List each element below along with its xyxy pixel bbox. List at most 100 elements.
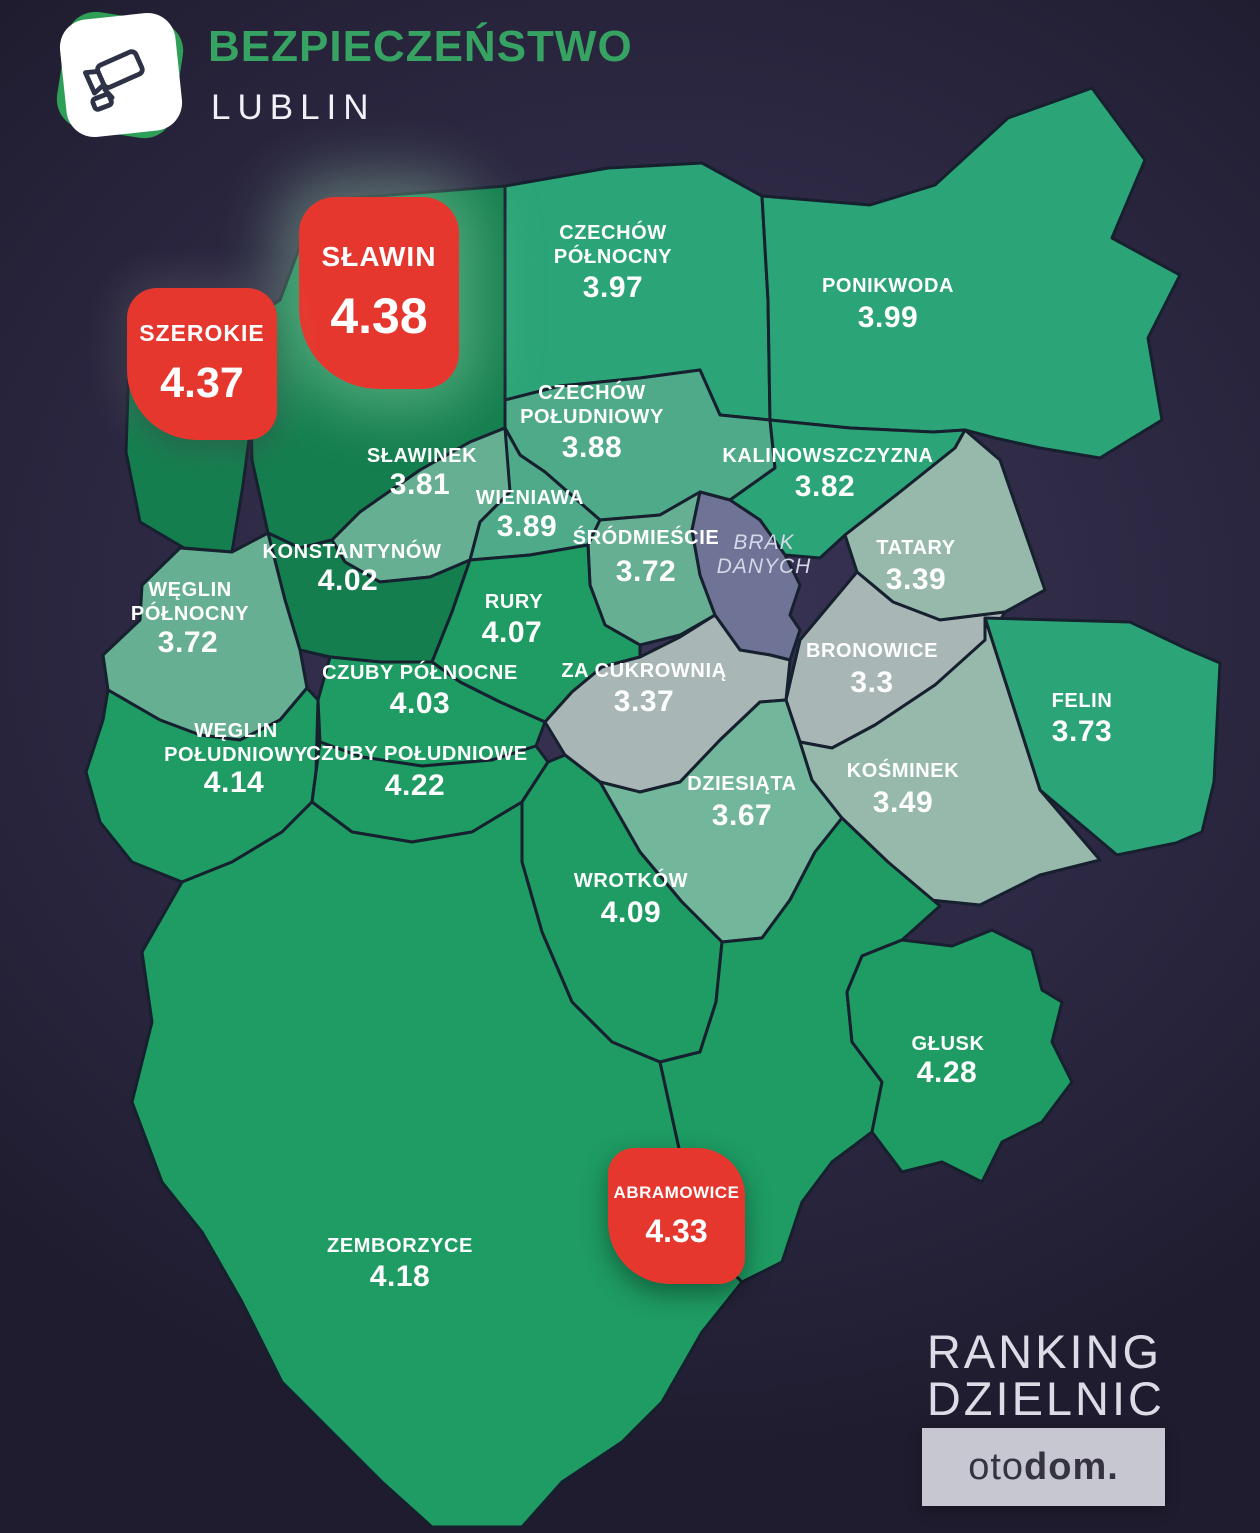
district-felin — [983, 616, 1222, 857]
svg-text:CZUBY PÓŁNOCNE: CZUBY PÓŁNOCNE — [322, 660, 518, 684]
svg-text:3.72: 3.72 — [158, 626, 218, 659]
svg-text:RURY: RURY — [485, 591, 543, 613]
label-dziesiata: DZIESIĄTA 3.67 — [687, 773, 796, 832]
label-weglin-poludniowy: WĘGLIN POŁUDNIOWY 4.14 — [164, 720, 308, 799]
district-ponikwoda — [760, 86, 1182, 460]
page-title: BEZPIECZEŃSTWO — [208, 22, 633, 71]
svg-text:3.99: 3.99 — [858, 301, 918, 334]
svg-text:3.49: 3.49 — [873, 786, 933, 819]
svg-text:4.03: 4.03 — [390, 687, 450, 720]
label-konstantynow: KONSTANTYNÓW 4.02 — [262, 539, 441, 597]
svg-text:BRAK: BRAK — [733, 531, 794, 554]
label-czuby-poludniowe: CZUBY POŁUDNIOWE 4.22 — [306, 743, 527, 802]
svg-text:4.14: 4.14 — [204, 766, 264, 799]
label-czechow-polnocny: CZECHÓW PÓŁNOCNY 3.97 — [554, 220, 672, 304]
svg-text:3.88: 3.88 — [562, 431, 622, 464]
badge-district-value: 4.37 — [160, 359, 244, 407]
svg-text:CZECHÓW: CZECHÓW — [538, 380, 646, 404]
label-wieniawa: WIENIAWA 3.89 — [476, 487, 584, 543]
badge-district-value: 4.38 — [330, 288, 428, 344]
svg-text:3.73: 3.73 — [1052, 715, 1112, 748]
svg-text:3.67: 3.67 — [712, 799, 772, 832]
svg-text:3.89: 3.89 — [497, 510, 557, 543]
svg-text:FELIN: FELIN — [1052, 690, 1113, 712]
svg-text:WROTKÓW: WROTKÓW — [574, 868, 688, 892]
cctv-camera-icon — [83, 49, 145, 112]
svg-text:POŁUDNIOWY: POŁUDNIOWY — [520, 406, 664, 428]
svg-text:4.09: 4.09 — [601, 896, 661, 929]
svg-text:DANYCH: DANYCH — [717, 555, 812, 578]
label-tatary: TATARY 3.39 — [876, 537, 956, 596]
svg-text:KOŚMINEK: KOŚMINEK — [847, 758, 960, 782]
svg-text:3.97: 3.97 — [583, 271, 643, 304]
svg-text:PÓŁNOCNY: PÓŁNOCNY — [554, 244, 672, 268]
ranking-line2: DZIELNIC — [926, 1372, 1165, 1425]
label-kalinowszczyzna: KALINOWSZCZYZNA 3.82 — [722, 445, 933, 503]
svg-text:WĘGLIN: WĘGLIN — [194, 720, 278, 742]
otodom-logo-bold: dom. — [1024, 1445, 1119, 1488]
district-labels: CZECHÓW PÓŁNOCNY 3.97 PONIKWODA 3.99 CZE… — [131, 220, 1112, 1293]
svg-text:4.28: 4.28 — [917, 1056, 977, 1089]
label-slawinek: SŁAWINEK 3.81 — [367, 445, 477, 501]
badge-district-name: SZEROKIE — [139, 320, 265, 346]
label-ponikwoda: PONIKWODA 3.99 — [822, 275, 954, 334]
svg-text:POŁUDNIOWY: POŁUDNIOWY — [164, 744, 308, 766]
svg-text:CZUBY POŁUDNIOWE: CZUBY POŁUDNIOWE — [306, 743, 527, 765]
badge-abramowice: ABRAMOWICE 4.33 — [608, 1148, 745, 1284]
svg-text:3.82: 3.82 — [795, 470, 855, 503]
otodom-logo-light: oto — [968, 1445, 1025, 1488]
logo-white-square — [57, 10, 185, 140]
svg-text:3.72: 3.72 — [616, 555, 676, 588]
app-logo — [52, 7, 188, 143]
label-zemborzyce: ZEMBORZYCE 4.18 — [327, 1235, 472, 1293]
svg-text:KONSTANTYNÓW: KONSTANTYNÓW — [262, 539, 441, 563]
svg-text:SŁAWINEK: SŁAWINEK — [367, 445, 477, 467]
svg-text:BRONOWICE: BRONOWICE — [806, 640, 938, 662]
label-felin: FELIN 3.73 — [1052, 690, 1113, 748]
svg-text:4.07: 4.07 — [482, 616, 542, 649]
label-rury: RURY 4.07 — [482, 591, 543, 649]
badge-szerokie: SZEROKIE 4.37 — [127, 288, 277, 440]
district-zemborzyce — [130, 800, 744, 1529]
svg-text:4.22: 4.22 — [385, 769, 445, 802]
ranking-caption: RANKING DZIELNIC — [927, 1328, 1165, 1422]
svg-text:3.39: 3.39 — [886, 563, 946, 596]
ranking-line1: RANKING — [926, 1325, 1162, 1378]
badge-district-value: 4.33 — [645, 1212, 708, 1249]
district-glusk — [845, 928, 1074, 1184]
district-brak-danych — [690, 490, 802, 662]
svg-text:3.81: 3.81 — [390, 468, 450, 501]
svg-text:GŁUSK: GŁUSK — [912, 1033, 985, 1055]
otodom-logo: otodom. — [968, 1446, 1119, 1489]
svg-text:DZIESIĄTA: DZIESIĄTA — [687, 773, 796, 795]
svg-text:PÓŁNOCNY: PÓŁNOCNY — [131, 601, 249, 625]
badge-district-name: SŁAWIN — [321, 241, 437, 272]
label-srodmiescie: ŚRÓDMIEŚCIE 3.72 — [573, 525, 720, 588]
svg-text:4.18: 4.18 — [370, 1260, 430, 1293]
svg-text:KALINOWSZCZYZNA: KALINOWSZCZYZNA — [722, 445, 933, 467]
svg-text:WIENIAWA: WIENIAWA — [476, 487, 584, 509]
svg-text:WĘGLIN: WĘGLIN — [148, 579, 232, 601]
label-kosminek: KOŚMINEK 3.49 — [847, 758, 960, 819]
label-weglin-polnocny: WĘGLIN PÓŁNOCNY 3.72 — [131, 579, 249, 659]
label-za-cukrownia: ZA CUKROWNIĄ 3.37 — [561, 660, 726, 718]
district-shapes — [84, 86, 1222, 1529]
label-brak-danych: BRAK DANYCH — [717, 531, 812, 578]
label-czechow-poludniowy: CZECHÓW POŁUDNIOWY 3.88 — [520, 380, 664, 464]
page-subtitle: LUBLIN — [211, 88, 376, 127]
svg-text:4.02: 4.02 — [318, 564, 378, 597]
svg-text:ŚRÓDMIEŚCIE: ŚRÓDMIEŚCIE — [573, 525, 720, 549]
otodom-logo-box: otodom. — [922, 1428, 1165, 1506]
badge-slawin: SŁAWIN 4.38 — [299, 197, 459, 389]
label-czuby-polnocne: CZUBY PÓŁNOCNE 4.03 — [322, 660, 518, 720]
svg-text:3.3: 3.3 — [850, 666, 893, 699]
svg-text:TATARY: TATARY — [876, 537, 956, 559]
badge-district-name: ABRAMOWICE — [613, 1182, 740, 1202]
svg-text:PONIKWODA: PONIKWODA — [822, 275, 954, 297]
label-wrotkow: WROTKÓW 4.09 — [574, 868, 688, 929]
svg-text:ZA CUKROWNIĄ: ZA CUKROWNIĄ — [561, 660, 726, 682]
label-glusk: GŁUSK 4.28 — [912, 1033, 985, 1089]
svg-text:3.37: 3.37 — [614, 685, 674, 718]
